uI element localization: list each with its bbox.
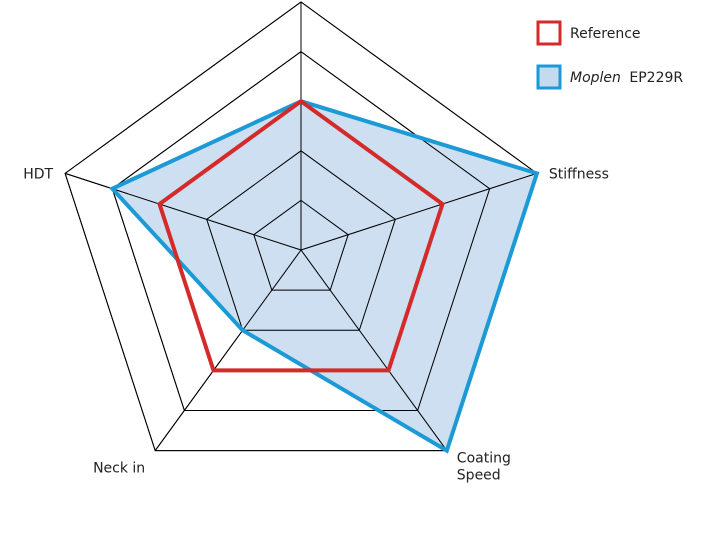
legend-label-product-italic: Moplen [570,70,621,86]
legend-label-product: Moplen EP229R [570,70,683,86]
legend-swatch-product [536,64,562,90]
axis-label-line: Neck in [93,461,145,477]
spoke-3-overlay [300,249,448,451]
axis-label-line: Stiffness [549,166,609,182]
series-fill-1 [112,101,537,451]
radar-spokes-overlay [64,2,538,451]
axis-label-hdt: HDT [23,166,53,182]
spoke-2-overlay [300,172,538,251]
series-line-product [108,99,540,454]
legend: Reference Moplen EP229R [536,20,683,90]
legend-label-reference: Reference [570,26,641,42]
legend-label-product-name: EP229R [629,70,683,86]
radar-series [64,1,540,454]
spoke-5-overlay [64,172,302,251]
axis-label-neck-in: Neck in [93,461,145,477]
legend-swatch-reference [536,20,562,46]
axis-label-line: Speed [457,468,501,484]
grid-ring-2-overlay [206,150,396,331]
spoke-4-overlay [154,249,302,451]
axis-label-line: HDT [23,166,53,182]
grid-ring-1-overlay [253,199,349,291]
axis-label-line: Coating [457,451,511,467]
grid-ring-4-overlay [111,50,491,411]
axis-label-stiffness: Stiffness [549,166,609,182]
series-line-reference [157,98,445,373]
axis-label-coating-speed: Coating Speed [457,451,511,484]
grid-ring-5-overlay [64,1,538,452]
